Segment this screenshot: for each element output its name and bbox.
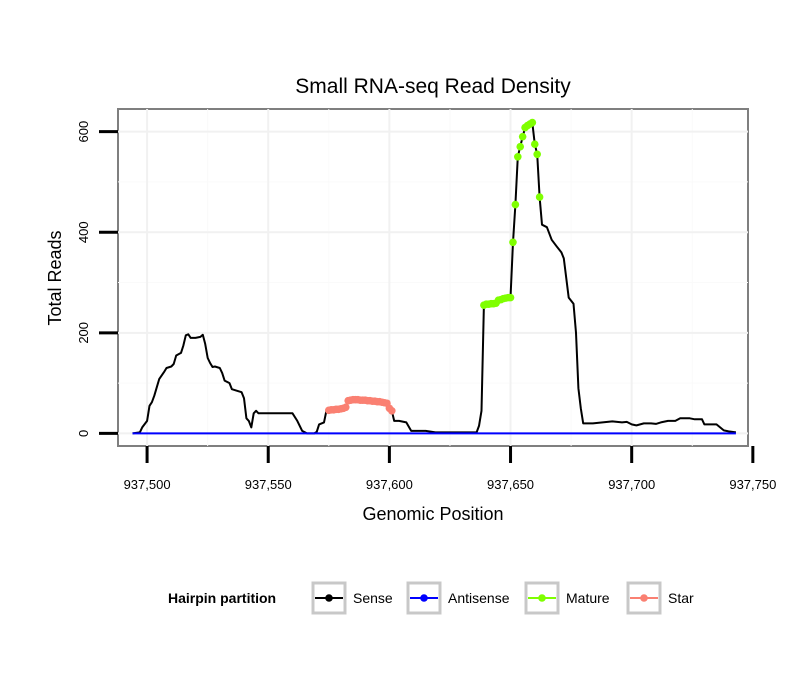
legend-label: Antisense (448, 590, 510, 606)
x-tick-label: 937,750 (729, 477, 776, 492)
y-tick-label: 0 (76, 430, 91, 437)
data-point-mature (506, 293, 515, 302)
y-tick-label: 400 (76, 221, 91, 243)
y-tick-label: 600 (76, 121, 91, 143)
data-point-mature (528, 118, 537, 127)
legend-item-star: Star (626, 581, 694, 615)
x-tick-label: 937,500 (124, 477, 171, 492)
legend-key-point (538, 594, 546, 602)
x-axis-label: Genomic Position (362, 504, 503, 524)
y-tick-label: 200 (76, 322, 91, 344)
legend-key-point (420, 594, 428, 602)
series-points (325, 118, 544, 415)
data-point-mature (530, 140, 539, 149)
data-point-mature (535, 193, 544, 201)
data-point-star (341, 403, 350, 412)
legend-item-mature: Mature (524, 581, 610, 615)
legend-item-sense: Sense (311, 581, 393, 615)
data-point-mature (518, 132, 527, 141)
data-point-star (388, 406, 396, 415)
data-point-mature (514, 152, 522, 161)
legend: Hairpin partition Sense Antisense Mature St… (168, 581, 694, 615)
data-point-mature (516, 142, 525, 151)
x-tick-label: 937,600 (366, 477, 413, 492)
x-tick-label: 937,550 (245, 477, 292, 492)
legend-label: Star (668, 590, 694, 606)
plot-panel (117, 108, 749, 447)
legend-title: Hairpin partition (168, 590, 276, 606)
x-axis: 937,500 937,550 937,600 937,650 937,700 937,7… (124, 446, 776, 492)
data-point-mature (511, 200, 520, 209)
data-point-mature (533, 150, 541, 159)
x-tick-label: 937,700 (608, 477, 655, 492)
legend-key-point (325, 594, 333, 602)
x-tick-label: 937,650 (487, 477, 534, 492)
legend-label: Mature (566, 590, 610, 606)
legend-key-point (640, 594, 648, 602)
legend-item-antisense: Antisense (406, 581, 510, 615)
y-axis-label: Total Reads (45, 230, 65, 325)
y-axis: 0 200 400 600 (76, 121, 118, 437)
legend-label: Sense (353, 590, 393, 606)
chart-title: Small RNA-seq Read Density (295, 75, 571, 98)
data-point-mature (509, 238, 517, 247)
